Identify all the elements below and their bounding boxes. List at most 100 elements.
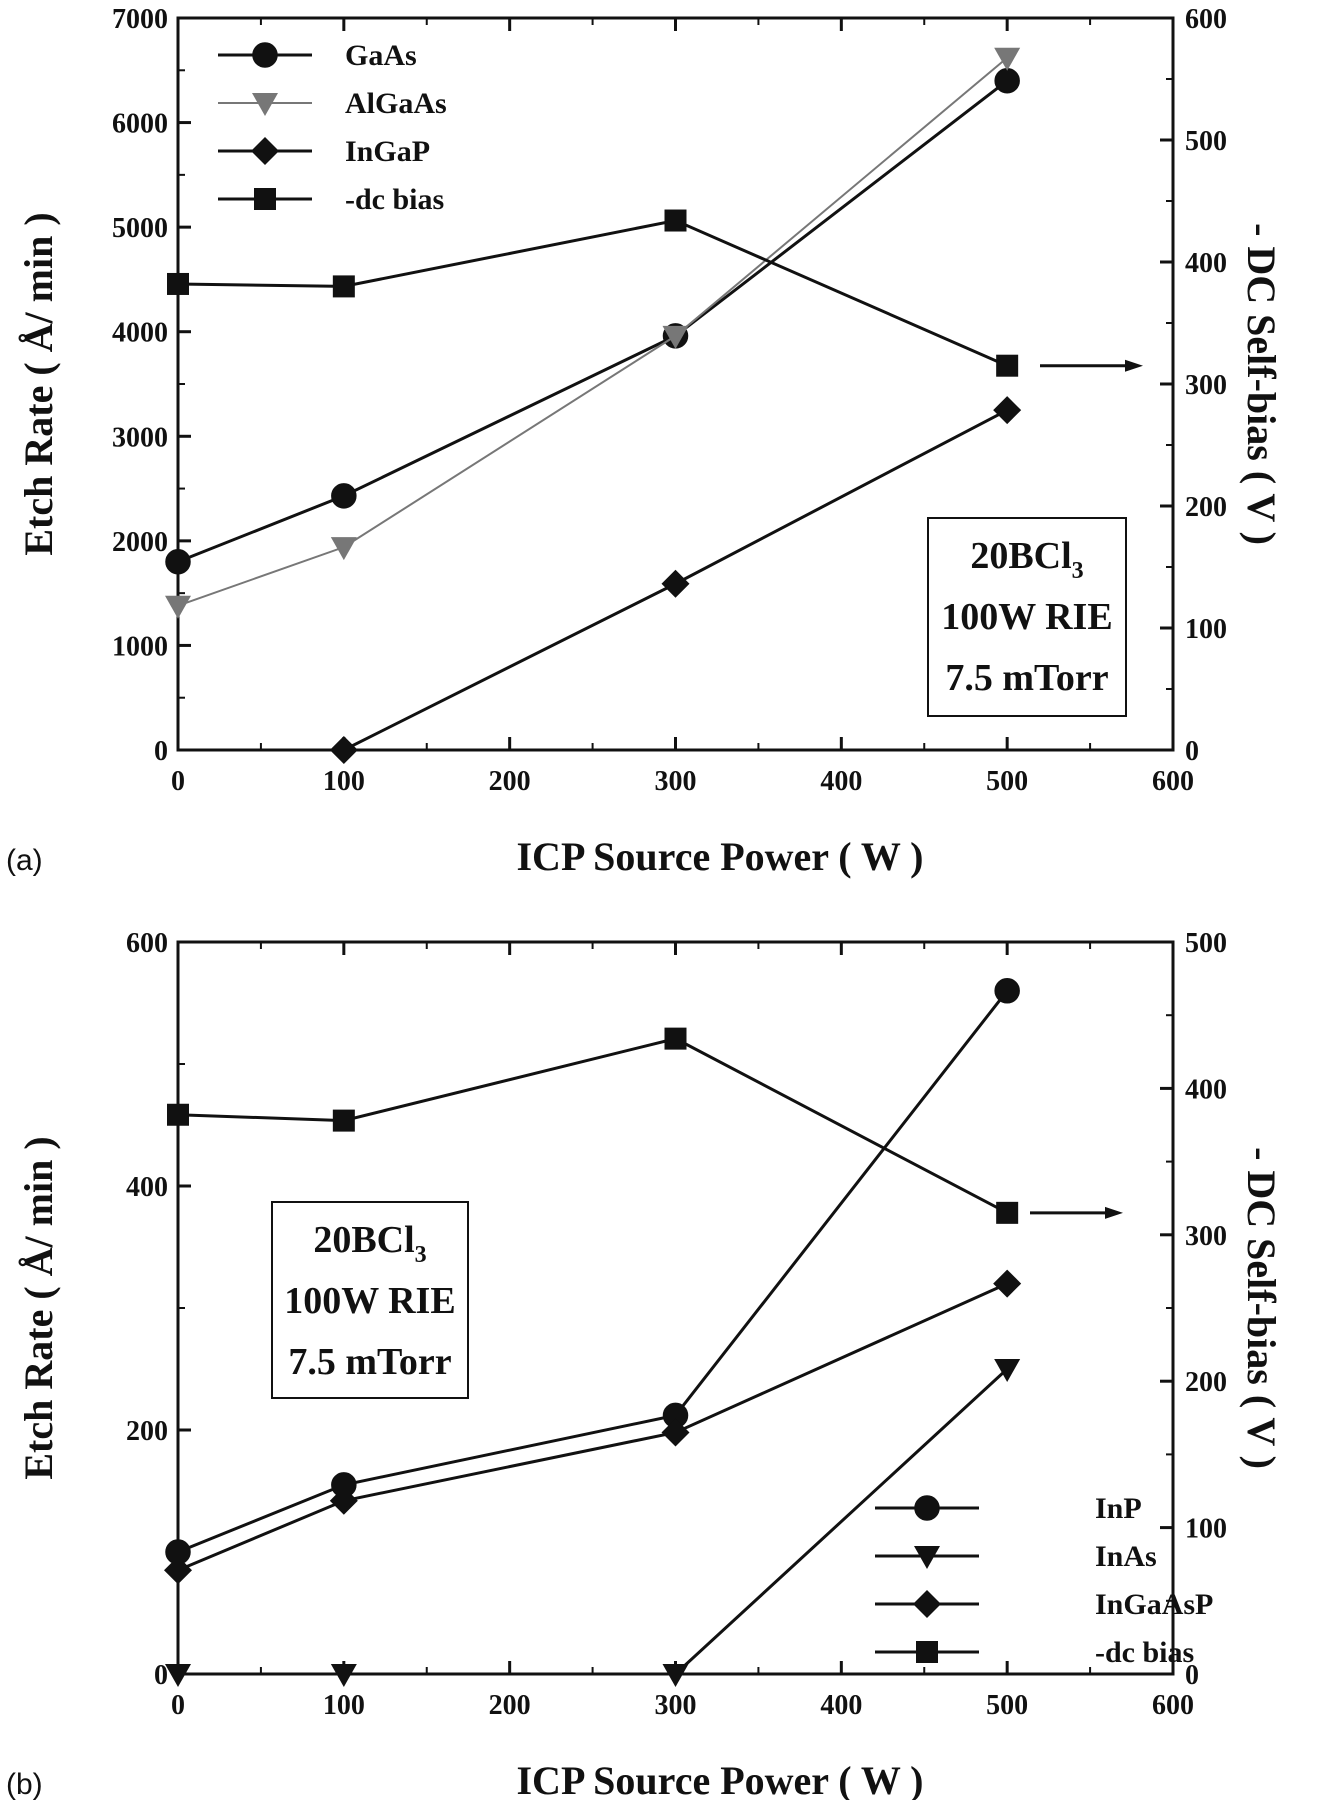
y2-tick-label: 300 [1185,1221,1227,1252]
conditions-box: 20BCl3 100W RIE 7.5 mTorr [271,1201,469,1399]
data-point-triangle-down [994,47,1021,71]
y2-tick-label: 0 [1185,1660,1199,1691]
legend: GaAs AlGaAs InGaP -dc bias [218,39,447,216]
data-point-circle [165,549,191,575]
conditions-gas-subscript: 3 [1072,558,1084,584]
series-line [178,1367,1009,1676]
conditions-line-3: 7.5 mTorr [945,657,1108,699]
legend-marker [252,42,278,68]
data-point-square [664,209,687,232]
legend-label: InP [1095,1492,1142,1525]
y-tick-label: 0 [154,1660,168,1691]
y2-tick-label: 100 [1185,614,1227,645]
x-tick-label: 500 [986,1690,1028,1721]
x-tick-label: 600 [1152,1690,1194,1721]
conditions-line-1: 20BCl3 [970,535,1083,584]
legend: InP InAs InGaAsP -dc bias [875,1492,1213,1669]
y-tick-label: 200 [126,1416,168,1447]
y2-tick-label: 0 [1185,736,1199,767]
x-tick-label: 200 [489,766,531,797]
legend-label: -dc bias [1095,1636,1194,1669]
y-tick-label: 1000 [112,631,168,662]
y-tick-label: 3000 [112,422,168,453]
y-tick-label: 400 [126,1172,168,1203]
x-tick-label: 600 [1152,766,1194,797]
data-point-diamond [661,569,690,598]
series-line [177,1282,1008,1572]
data-point-square [167,272,189,295]
y-tick-label: 4000 [112,318,168,349]
data-point-diamond [993,396,1022,425]
series-gaas [165,67,1020,575]
x-axis-title: ICP Source Power ( W ) [516,834,923,879]
data-point-triangle-down [330,537,357,561]
y2-axis-title: - DC Self-bias ( V ) [1239,223,1284,545]
y2-tick-label: 200 [1185,1367,1227,1398]
y-tick-label: 0 [154,736,168,767]
right-axis-arrow [1040,359,1143,372]
chart-panel-a: 0 100 200 300 400 500 600010002000300040005000… [6,4,1284,879]
data-point-circle [331,483,357,509]
data-point-square [996,1201,1019,1224]
right-axis-arrow [1030,1206,1123,1219]
x-tick-label: 200 [489,1690,531,1721]
legend-marker [252,93,278,116]
data-point-circle [994,67,1020,94]
legend-label: -dc bias [345,183,444,216]
x-tick-label: 100 [323,1690,365,1721]
series-inas [165,1359,1021,1687]
data-point-square [167,1103,189,1126]
conditions-gas: 20BCl [970,535,1071,577]
data-point-circle [994,978,1020,1004]
conditions-frame [927,517,1127,717]
x-tick-label: 0 [171,1690,185,1721]
y-tick-label: 6000 [112,109,168,140]
data-point-diamond [329,1486,358,1515]
y-tick-label: 5000 [112,213,168,244]
series-line [177,218,1008,368]
series--dc-bias [167,1027,1019,1224]
data-point-diamond [164,1556,192,1585]
conditions-frame [271,1201,469,1399]
series-line [177,989,1009,1554]
conditions-line-3: 7.5 mTorr [288,1341,451,1383]
x-tick-label: 400 [820,766,862,797]
data-point-square [332,275,355,298]
conditions-line-2: 100W RIE [284,1280,455,1322]
x-tick-label: 500 [986,766,1028,797]
x-tick-label: 400 [820,1690,862,1721]
x-tick-label: 100 [323,766,365,797]
panel-label: (a) [6,844,43,877]
legend-marker [914,1546,940,1569]
data-point-diamond [661,1418,690,1447]
data-point-diamond [993,1269,1022,1298]
legend-marker [251,137,279,165]
y-axis-title: Etch Rate ( Å/ min ) [16,1136,61,1479]
legend-marker [914,1495,940,1521]
y2-tick-label: 600 [1185,4,1227,35]
conditions-gas: 20BCl [313,1219,414,1261]
data-point-diamond [329,736,358,764]
y2-tick-label: 400 [1185,1074,1227,1105]
conditions-line-1: 20BCl3 [313,1219,426,1268]
data-point-triangle-down [165,1664,191,1687]
legend-label: AlGaAs [345,87,447,120]
legend-label: InGaAsP [1095,1588,1213,1621]
conditions-box: 20BCl3 100W RIE 7.5 mTorr [927,517,1127,717]
series-line [177,56,1008,607]
data-point-square [996,354,1019,377]
conditions-gas-subscript: 3 [415,1242,427,1268]
y2-tick-label: 400 [1185,248,1227,279]
data-point-triangle-down [330,1664,357,1687]
data-point-triangle-down [662,1664,689,1687]
x-tick-label: 300 [655,766,697,797]
x-axis-title: ICP Source Power ( W ) [516,1758,923,1800]
series--dc-bias [167,209,1019,377]
arrow-head [1105,1206,1123,1219]
data-point-square [332,1109,355,1132]
y2-tick-label: 500 [1185,928,1227,959]
series-line [177,1037,1008,1215]
y2-axis-title: - DC Self-bias ( V ) [1239,1147,1284,1469]
data-point-triangle-down [662,325,689,349]
